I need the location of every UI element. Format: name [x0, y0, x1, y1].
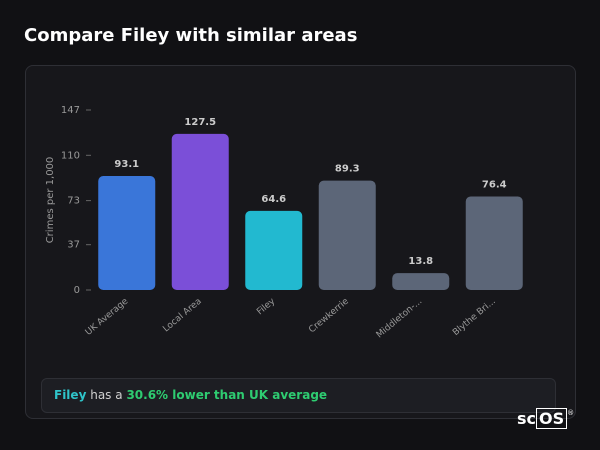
x-tick-label: Middleton-...: [375, 297, 425, 341]
bar: [318, 180, 376, 290]
x-tick-label: UK Average: [84, 296, 131, 338]
title: Compare Filey with similar areas: [24, 25, 358, 46]
x-tick-label: Filey: [255, 296, 278, 317]
value-label: 13.8: [408, 256, 433, 267]
bar: [392, 273, 450, 290]
y-tick-label: 147: [61, 105, 80, 116]
value-label: 89.3: [335, 164, 360, 175]
value-label: 127.5: [184, 117, 216, 128]
note: Filey has a 30.6% lower than UK average: [41, 378, 556, 413]
y-tick-label: 73: [67, 196, 80, 207]
y-tick-label: 110: [61, 150, 80, 161]
value-label: 93.1: [114, 159, 139, 170]
x-tick-label: Blythe Bri...: [451, 297, 498, 338]
bar: [98, 176, 156, 290]
logo: sc OS ®: [517, 408, 575, 429]
x-tick-label: Local Area: [161, 297, 203, 335]
bar: [171, 133, 229, 290]
y-axis-label: Crimes per 1,000: [45, 157, 56, 244]
x-tick-label: Crewkerrie: [307, 296, 351, 335]
bar: [465, 196, 523, 290]
logo-boxed: OS: [536, 408, 568, 429]
note-area: Filey: [54, 388, 87, 402]
note-highlight: 30.6% lower than UK average: [126, 388, 328, 402]
y-tick-label: 0: [74, 285, 80, 296]
value-label: 64.6: [261, 194, 286, 205]
y-tick-label: 37: [67, 240, 80, 251]
logo-plain: sc: [517, 409, 537, 428]
value-label: 76.4: [482, 179, 507, 190]
bar: [245, 210, 303, 290]
note-text: has a: [90, 388, 123, 402]
logo-mark: ®: [567, 409, 575, 417]
